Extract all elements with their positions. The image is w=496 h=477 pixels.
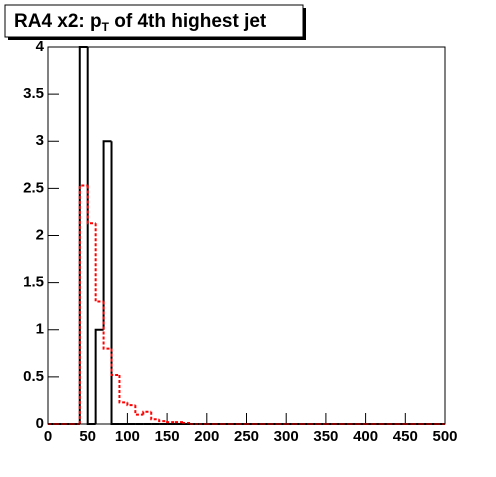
histogram-bin bbox=[150, 411, 160, 421]
y-tick-label: 2 bbox=[36, 226, 44, 243]
histogram-bin bbox=[102, 301, 112, 350]
histogram-bin bbox=[110, 348, 120, 376]
x-tick-label: 100 bbox=[115, 428, 140, 445]
histogram-bin bbox=[142, 410, 152, 415]
histogram-bin bbox=[181, 422, 191, 425]
title-subscript: T bbox=[102, 20, 110, 34]
chart-title: RA4 x2: pT of 4th highest jet bbox=[14, 11, 267, 34]
x-tick-label: 400 bbox=[353, 428, 378, 445]
x-tick-label: 500 bbox=[432, 428, 457, 445]
x-tick-label: 150 bbox=[155, 428, 180, 445]
x-tick-label: 0 bbox=[44, 428, 52, 445]
title-text: RA4 x2: p bbox=[14, 11, 102, 32]
x-tick-label: 250 bbox=[234, 428, 259, 445]
histogram-bin bbox=[102, 140, 112, 330]
y-tick-label: 1.5 bbox=[23, 274, 44, 291]
x-tick-label: 350 bbox=[313, 428, 338, 445]
plot-frame bbox=[47, 46, 446, 425]
y-tick-label: 3 bbox=[36, 132, 44, 149]
y-tick-label: 2.5 bbox=[23, 179, 44, 196]
x-tick-label: 200 bbox=[194, 428, 219, 445]
histogram-bin bbox=[118, 374, 128, 404]
histogram-bin bbox=[86, 185, 96, 225]
y-tick-label: 4 bbox=[36, 38, 45, 55]
y-tick-label: 3.5 bbox=[23, 85, 44, 102]
histogram-bin bbox=[126, 402, 136, 407]
x-tick-label: 50 bbox=[79, 428, 96, 445]
y-tick-label: 0.5 bbox=[23, 368, 44, 385]
histogram-bin bbox=[94, 328, 104, 424]
histogram-bin bbox=[94, 223, 104, 303]
y-tick-label: 0 bbox=[36, 415, 44, 432]
title-box bbox=[4, 4, 304, 38]
histogram-bin bbox=[166, 421, 176, 424]
x-tick-label: 450 bbox=[393, 428, 418, 445]
histogram-bin bbox=[158, 419, 168, 423]
title-text: of 4th highest jet bbox=[109, 11, 267, 32]
y-tick-label: 1 bbox=[36, 321, 44, 338]
x-tick-label: 300 bbox=[274, 428, 299, 445]
plot-area bbox=[47, 46, 446, 425]
